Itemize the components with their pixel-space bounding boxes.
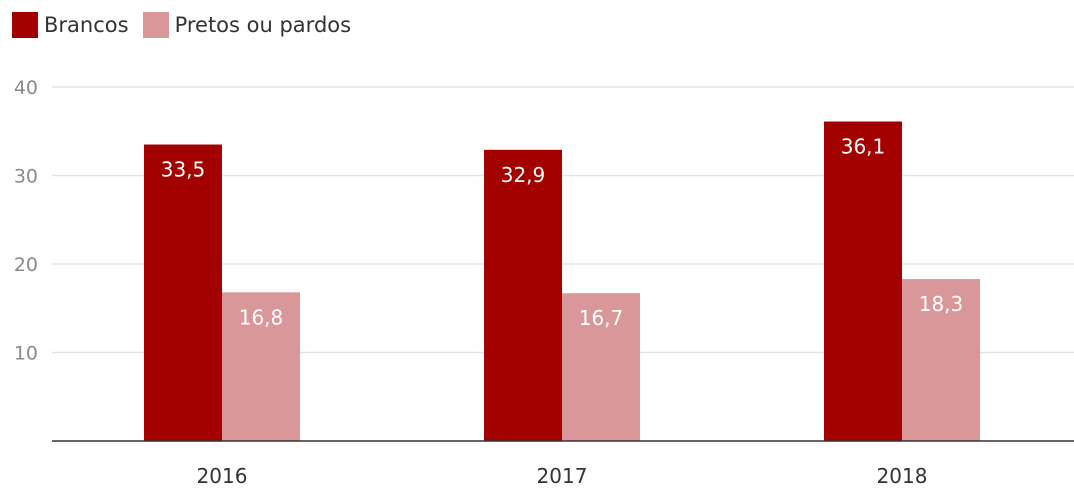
data-label-brancos-2018: 36,1 [841, 135, 886, 159]
data-label-pretos-ou-pardos-2016: 16,8 [239, 305, 284, 329]
legend-swatch-pretos-ou-pardos [142, 12, 169, 38]
x-category-label-2016: 2016 [197, 464, 248, 488]
bar-pretos-ou-pardos-2017[interactable] [562, 293, 640, 441]
bar-brancos-2016[interactable] [144, 144, 222, 441]
legend-item-pretos-ou-pardos[interactable]: Pretos ou pardos [142, 12, 352, 38]
bar-pretos-ou-pardos-2016[interactable] [222, 292, 300, 441]
x-axis-category-labels: 2016 2017 2018 [197, 464, 928, 488]
legend: Brancos Pretos ou pardos [12, 10, 365, 40]
bar-brancos-2017[interactable] [484, 149, 562, 441]
y-tick-label-10: 10 [14, 343, 38, 365]
legend-swatch-brancos [12, 12, 38, 38]
x-category-label-2017: 2017 [537, 464, 588, 488]
bar-brancos-2018[interactable] [824, 121, 902, 441]
data-label-brancos-2016: 33,5 [161, 158, 206, 182]
bar-pretos-ou-pardos-2018[interactable] [902, 279, 980, 441]
data-label-brancos-2017: 32,9 [501, 163, 546, 187]
y-tick-label-30: 30 [14, 166, 38, 188]
legend-label-brancos: Brancos [44, 13, 129, 37]
data-label-pretos-ou-pardos-2017: 16,7 [579, 306, 624, 330]
legend-label-pretos-ou-pardos: Pretos ou pardos [174, 13, 352, 37]
y-axis-tick-labels: 10 20 30 40 [14, 77, 38, 365]
bars [144, 121, 980, 441]
x-category-label-2018: 2018 [877, 464, 928, 488]
legend-item-brancos[interactable]: Brancos [12, 12, 129, 38]
data-label-pretos-ou-pardos-2018: 18,3 [919, 292, 964, 316]
y-tick-label-20: 20 [14, 254, 38, 276]
data-labels: 33,5 16,8 32,9 16,7 36,1 18,3 [161, 135, 964, 331]
y-tick-label-40: 40 [14, 77, 38, 99]
